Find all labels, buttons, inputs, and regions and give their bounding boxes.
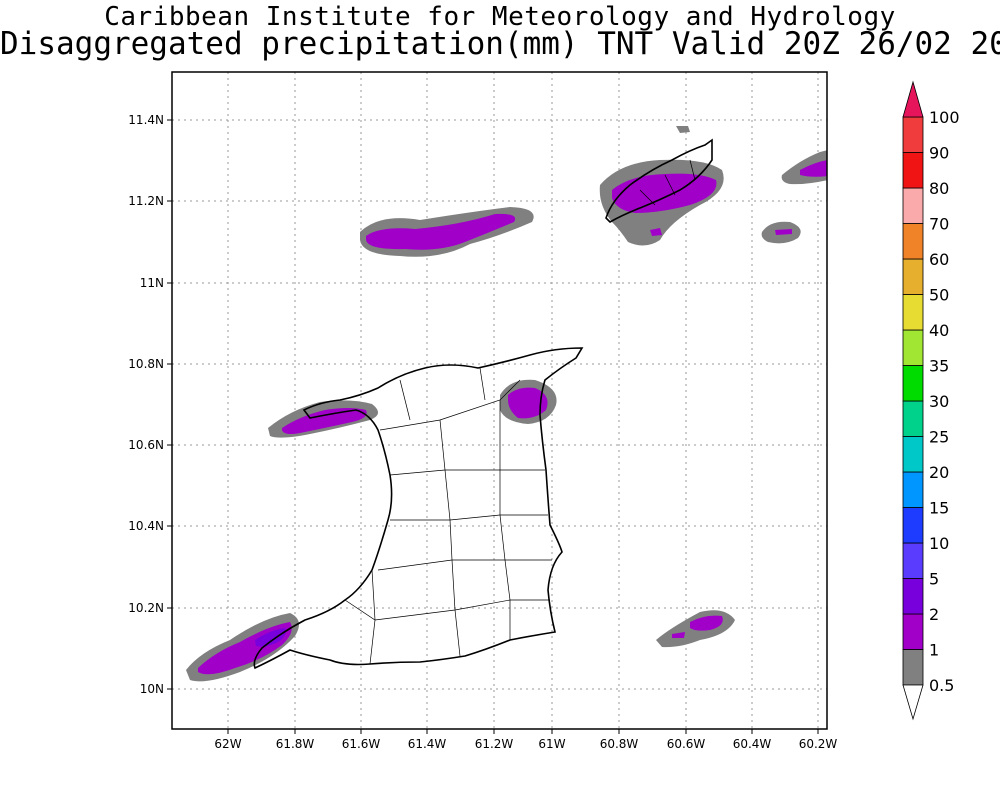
colorbar-swatch	[902, 187, 924, 224]
lon-tick-label: 60.6W	[667, 737, 706, 751]
precip-area-2mm	[650, 228, 662, 236]
colorbar-swatch	[902, 507, 924, 544]
colorbar-swatch	[902, 400, 924, 437]
tobago-island	[605, 138, 713, 224]
longitude-axis: 62W 61.8W 61.6W 61.4W 61.2W 61W 60.8W 60.6W 60.4…	[214, 729, 837, 751]
lon-tick-label: 61.4W	[408, 737, 447, 751]
colorbar-over-triangle	[902, 80, 924, 118]
trinidad-island	[253, 347, 584, 670]
colorbar-label: 60	[929, 250, 949, 269]
trinidad-boundaries	[344, 367, 552, 665]
lat-tick-label: 10.4N	[128, 519, 164, 533]
colorbar-swatch	[902, 329, 924, 366]
lon-tick-label: 61.2W	[475, 737, 514, 751]
lon-tick-label: 60.4W	[733, 737, 772, 751]
colorbar-label: 1	[929, 641, 939, 660]
colorbar-label: 70	[929, 215, 949, 234]
lat-tick-label: 10N	[140, 682, 164, 696]
colorbar-swatch	[902, 365, 924, 402]
product-title: Disaggregated precipitation(mm) TNT Vali…	[0, 26, 1000, 62]
lon-tick-label: 60.2W	[799, 737, 838, 751]
colorbar-swatch	[902, 471, 924, 508]
colorbar-label: 25	[929, 428, 949, 447]
colorbar-swatch	[902, 258, 924, 295]
colorbar-swatch	[902, 436, 924, 473]
colorbar-label: 40	[929, 321, 949, 340]
colorbar-swatch	[902, 152, 924, 189]
lat-tick-label: 10.8N	[128, 357, 164, 371]
precip-area-5mm	[255, 628, 286, 647]
lon-tick-label: 61W	[538, 737, 565, 751]
colorbar-swatch	[902, 649, 924, 686]
colorbar-label: 15	[929, 499, 949, 518]
lat-tick-label: 11.4N	[128, 113, 164, 127]
precip-area-2mm	[690, 615, 723, 631]
lon-tick-label: 61.8W	[276, 737, 315, 751]
colorbar-swatch	[902, 294, 924, 331]
lon-tick-label: 61.6W	[342, 737, 381, 751]
precip-area-2mm	[800, 160, 827, 177]
lat-tick-label: 10.6N	[128, 438, 164, 452]
colorbar-label: 100	[929, 108, 960, 127]
map-panel	[171, 71, 828, 730]
colorbar-label: 35	[929, 357, 949, 376]
colorbar-swatch	[902, 116, 924, 153]
colorbar-label: 90	[929, 144, 949, 163]
colorbar-under-triangle	[902, 684, 924, 721]
colorbar-label: 30	[929, 392, 949, 411]
colorbar-swatch	[902, 578, 924, 615]
latitude-axis: 11.4N 11.2N 11N 10.8N 10.6N 10.4N 10.2N 10N	[128, 113, 172, 696]
precip-area-2mm	[282, 408, 367, 434]
lat-tick-label: 11N	[140, 276, 164, 290]
lon-tick-label: 60.8W	[600, 737, 639, 751]
tobago-boundaries	[639, 159, 696, 206]
colorbar-label: 20	[929, 463, 949, 482]
colorbar-label: 5	[929, 570, 939, 589]
lat-tick-label: 11.2N	[128, 194, 164, 208]
lat-tick-label: 10.2N	[128, 601, 164, 615]
colorbar-swatch	[902, 223, 924, 260]
colorbar-swatch	[902, 542, 924, 579]
colorbar-label: 80	[929, 179, 949, 198]
institute-title: Caribbean Institute for Meteorology and …	[104, 2, 896, 32]
colorbar-label: 50	[929, 286, 949, 305]
colorbar-label: 0.5	[929, 676, 954, 695]
precip-area-1mm	[676, 126, 690, 133]
precip-area-2mm	[366, 213, 516, 250]
colorbar-label: 10	[929, 534, 949, 553]
colorbar-label: 2	[929, 605, 939, 624]
colorbar-swatch	[902, 613, 924, 650]
precip-area-2mm	[672, 632, 685, 638]
lon-tick-label: 62W	[214, 737, 241, 751]
precip-area-2mm	[775, 229, 792, 235]
precip-area-2mm	[508, 387, 548, 419]
